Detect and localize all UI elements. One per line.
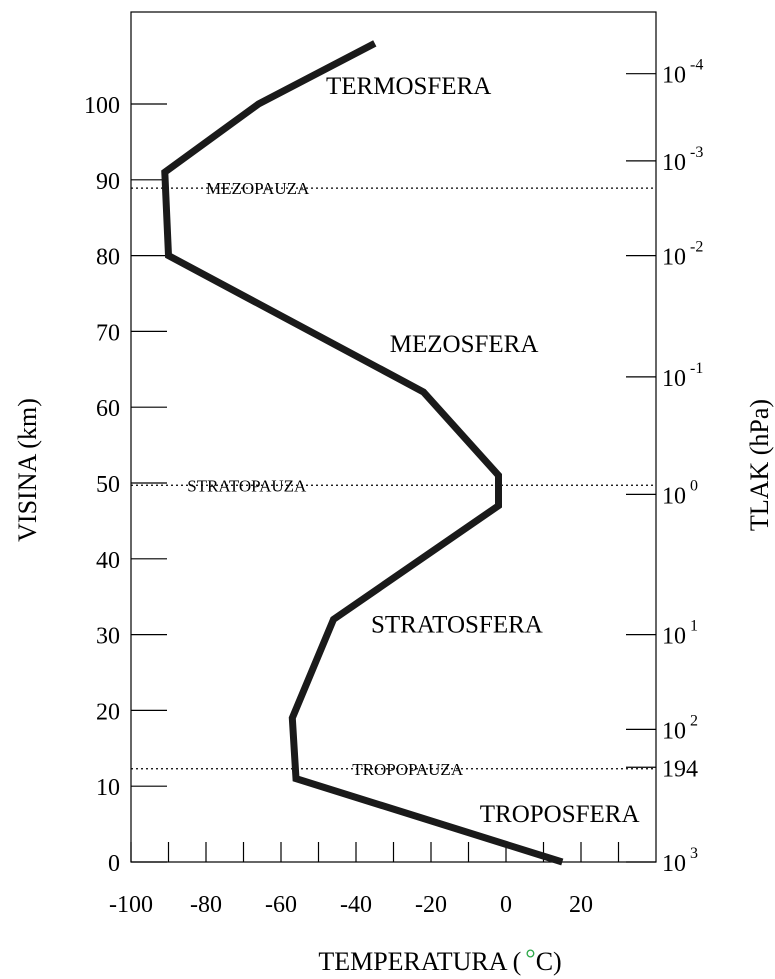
y2-axis-title: TLAK (hPa) xyxy=(745,399,774,531)
pressure-tick-label: 10 -2 xyxy=(662,239,703,271)
pressure-tick-label: 10 2 xyxy=(662,712,698,744)
x-axis-title-prefix: TEMPERATURA ( xyxy=(318,947,521,976)
y-tick-label: 10 xyxy=(96,775,120,801)
y-tick-label: 0 xyxy=(108,851,120,877)
layer-label: TERMOSFERA xyxy=(326,73,491,100)
y-tick-label: 30 xyxy=(96,624,120,650)
x-axis-ticks: -100 -80 -60 -40 -20 0 20 xyxy=(109,842,620,918)
layer-label: MEZOSFERA xyxy=(390,331,539,358)
degree-symbol: ° xyxy=(525,944,535,973)
y-tick-label: 80 xyxy=(96,245,120,271)
x-tick-label: -20 xyxy=(415,892,447,918)
pause-label: MEZOPAUZA xyxy=(206,179,310,198)
temperature-profile-line xyxy=(161,40,564,866)
pause-label: STRATOPAUZA xyxy=(187,476,307,495)
y-tick-label: 40 xyxy=(96,548,120,574)
x-tick-label: -80 xyxy=(190,892,222,918)
pressure-tick-label: 10 -1 xyxy=(662,360,703,392)
layer-label: TROPOSFERA xyxy=(480,801,640,828)
y-tick-label: 90 xyxy=(96,169,120,195)
x-axis-title-suffix: C) xyxy=(536,947,562,976)
pressure-tick-label: 10 1 xyxy=(662,618,698,650)
x-tick-label: -40 xyxy=(340,892,372,918)
x-tick-label: -100 xyxy=(109,892,153,918)
y-tick-label: 60 xyxy=(96,396,120,422)
y-tick-label: 100 xyxy=(84,93,120,119)
layer-labels: TROPOSFERA STRATOSFERA MEZOSFERA TERMOSFERA xyxy=(326,73,640,828)
x-axis-title: TEMPERATURA (°C) xyxy=(318,944,561,976)
x-tick-label: 0 xyxy=(500,892,512,918)
pressure-tick-label: 10 -4 xyxy=(662,57,703,89)
pressure-tick-label: 10 3 xyxy=(662,845,698,877)
y-tick-label: 20 xyxy=(96,699,120,725)
pressure-tick-label: 10 -3 xyxy=(662,144,703,176)
layer-label: STRATOSFERA xyxy=(371,611,543,638)
y-axis-ticks: 0 10 20 30 40 50 60 70 80 90 100 xyxy=(84,93,167,877)
pause-label: TROPOPAUZA xyxy=(352,760,464,779)
y-axis-title: VISINA (km) xyxy=(13,398,42,542)
pause-lines: TROPOPAUZA STRATOPAUZA MEZOPAUZA xyxy=(131,179,656,779)
y-tick-label: 70 xyxy=(96,320,120,346)
x-tick-label: 20 xyxy=(569,892,593,918)
pressure-tick-label: 10 0 xyxy=(662,477,698,509)
pressure-tick-label: 194 xyxy=(662,756,698,782)
y-tick-label: 50 xyxy=(96,472,120,498)
x-tick-label: -60 xyxy=(265,892,297,918)
